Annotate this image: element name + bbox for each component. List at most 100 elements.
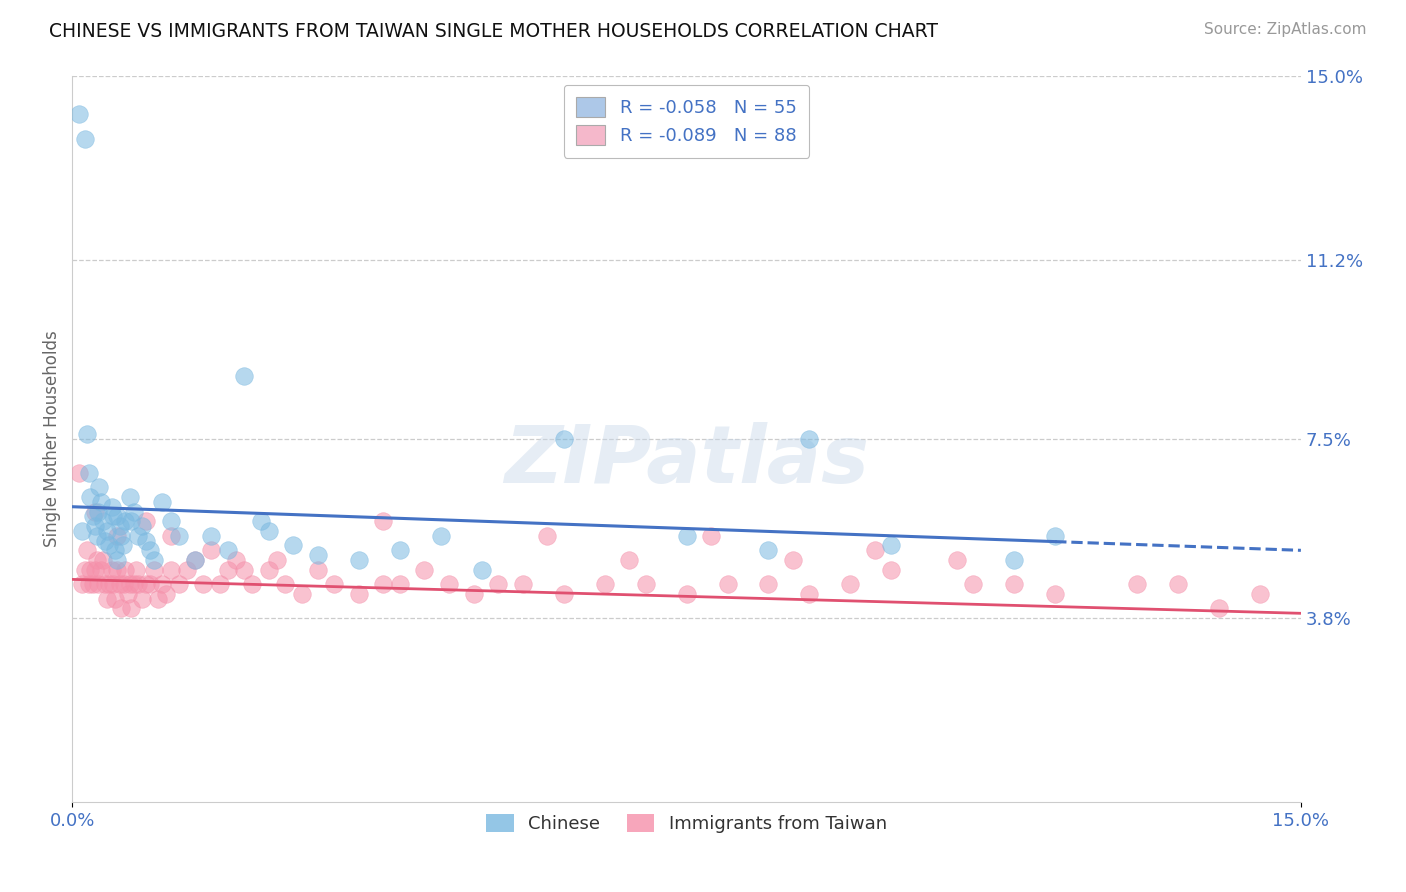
Point <box>307 563 329 577</box>
Point <box>257 563 280 577</box>
Point <box>98 539 121 553</box>
Point <box>114 563 136 577</box>
Point <box>87 577 110 591</box>
Point <box>122 505 145 519</box>
Point <box>1167 577 1189 591</box>
Point <box>962 577 984 591</box>
Point <box>94 533 117 548</box>
Text: Source: ZipAtlas.com: Source: ZipAtlas.com <box>1204 22 1367 37</box>
Point <box>79 490 101 504</box>
Point <box>131 591 153 606</box>
Point <box>127 529 149 543</box>
Point <box>84 563 107 577</box>
Point <box>347 553 370 567</box>
Point <box>634 577 657 591</box>
Point <box>184 553 207 567</box>
Point <box>208 577 231 591</box>
Point <box>150 495 173 509</box>
Point <box>217 543 239 558</box>
Point <box>373 577 395 591</box>
Point <box>388 577 411 591</box>
Point <box>90 495 112 509</box>
Point <box>84 519 107 533</box>
Point <box>108 577 131 591</box>
Point <box>159 529 181 543</box>
Point <box>176 563 198 577</box>
Point <box>94 577 117 591</box>
Point <box>122 577 145 591</box>
Point <box>553 587 575 601</box>
Point <box>155 587 177 601</box>
Point <box>1249 587 1271 601</box>
Point <box>118 490 141 504</box>
Point <box>143 553 166 567</box>
Point <box>82 509 104 524</box>
Point <box>225 553 247 567</box>
Point <box>233 368 256 383</box>
Point <box>90 563 112 577</box>
Point <box>290 587 312 601</box>
Point <box>89 480 111 494</box>
Point <box>125 563 148 577</box>
Point <box>675 587 697 601</box>
Point <box>486 577 509 591</box>
Point <box>1002 553 1025 567</box>
Point <box>117 587 139 601</box>
Point <box>70 524 93 538</box>
Point <box>217 563 239 577</box>
Point <box>135 533 157 548</box>
Point <box>104 543 127 558</box>
Point <box>249 514 271 528</box>
Point <box>103 577 125 591</box>
Point <box>76 427 98 442</box>
Point <box>143 563 166 577</box>
Point <box>193 577 215 591</box>
Point <box>139 577 162 591</box>
Point <box>100 563 122 577</box>
Point <box>108 519 131 533</box>
Point <box>159 563 181 577</box>
Text: CHINESE VS IMMIGRANTS FROM TAIWAN SINGLE MOTHER HOUSEHOLDS CORRELATION CHART: CHINESE VS IMMIGRANTS FROM TAIWAN SINGLE… <box>49 22 938 41</box>
Point <box>1126 577 1149 591</box>
Point <box>110 529 132 543</box>
Point <box>148 591 170 606</box>
Point <box>242 577 264 591</box>
Point <box>437 577 460 591</box>
Point <box>700 529 723 543</box>
Point <box>82 577 104 591</box>
Legend: Chinese, Immigrants from Taiwan: Chinese, Immigrants from Taiwan <box>475 803 897 844</box>
Point <box>799 432 821 446</box>
Point <box>675 529 697 543</box>
Point <box>347 587 370 601</box>
Point <box>463 587 485 601</box>
Point <box>758 543 780 558</box>
Point <box>512 577 534 591</box>
Point <box>86 529 108 543</box>
Point <box>167 529 190 543</box>
Point <box>839 577 862 591</box>
Point <box>105 509 128 524</box>
Point <box>112 577 135 591</box>
Point <box>200 543 222 558</box>
Point <box>67 466 90 480</box>
Point <box>73 563 96 577</box>
Point <box>1208 601 1230 615</box>
Point <box>150 577 173 591</box>
Point <box>73 131 96 145</box>
Point <box>104 591 127 606</box>
Point <box>139 543 162 558</box>
Point <box>880 563 903 577</box>
Point <box>388 543 411 558</box>
Point <box>1043 529 1066 543</box>
Point <box>105 563 128 577</box>
Point <box>135 577 157 591</box>
Point <box>413 563 436 577</box>
Point <box>782 553 804 567</box>
Point <box>77 577 100 591</box>
Point <box>120 601 142 615</box>
Point <box>266 553 288 567</box>
Point <box>758 577 780 591</box>
Point <box>105 553 128 567</box>
Point <box>86 553 108 567</box>
Point <box>536 529 558 543</box>
